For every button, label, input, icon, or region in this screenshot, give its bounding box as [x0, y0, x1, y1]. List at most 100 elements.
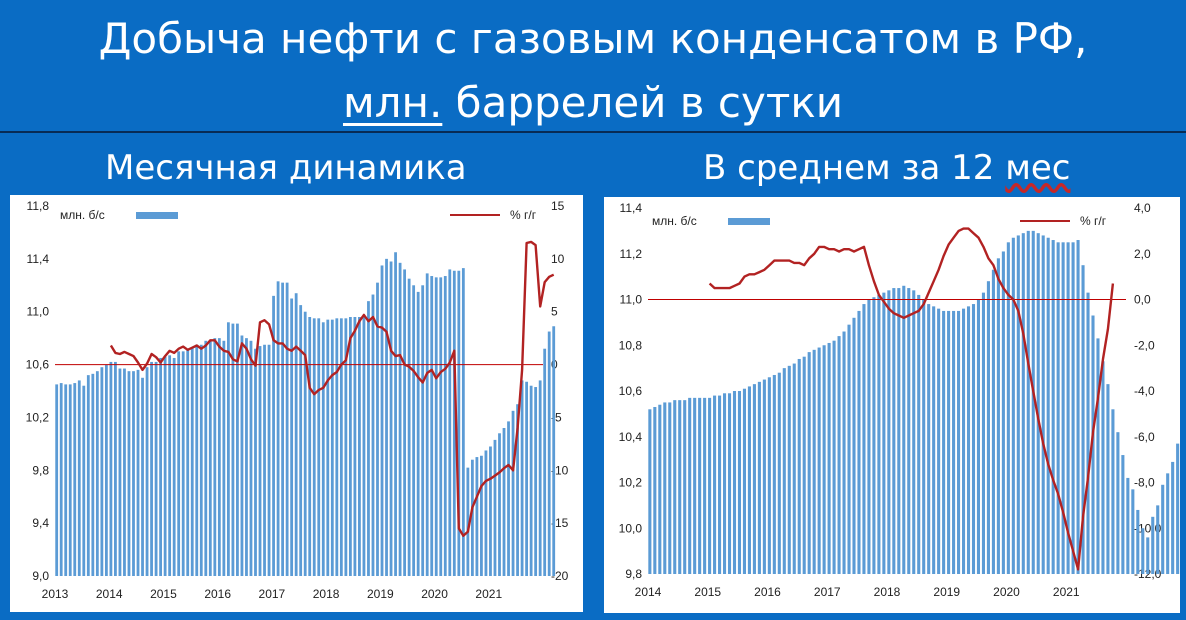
avg12m-bar [867, 299, 871, 574]
avg12m-bar [892, 288, 896, 574]
monthly-x-tick-label: 2015 [150, 587, 177, 601]
avg12m-bar [1111, 409, 1115, 574]
monthly-bar [385, 258, 388, 576]
monthly-bar [547, 331, 551, 576]
avg12m-bar [807, 352, 811, 574]
chart-panel-monthly: 9,0 9,4 9,8 10,2 10,6 11,0 11,4 11,8 -20 -15 -10 -5… [10, 195, 583, 612]
avg12m-bar [1081, 265, 1085, 574]
avg12m-bar [1101, 361, 1105, 574]
monthly-bar [371, 294, 375, 576]
monthly-bar [358, 317, 361, 576]
avg12m-bar [658, 404, 662, 574]
monthly-bar [109, 361, 113, 576]
monthly-bar [403, 269, 407, 576]
monthly-bar [312, 318, 316, 576]
avg12m-bar [986, 281, 990, 574]
avg12m-bar [971, 304, 976, 574]
monthly-bar [258, 346, 262, 576]
avg12m-y-tick-label: 10,4 [619, 430, 643, 444]
monthly-bar [348, 317, 352, 576]
avg12m-bar [1031, 230, 1035, 574]
monthly-bar [145, 367, 149, 576]
avg12m-bar [653, 407, 657, 574]
avg12m-bar [693, 397, 697, 574]
avg12m-bar [1131, 489, 1135, 574]
avg12m-x-tick-label: 2018 [874, 585, 901, 599]
avg12m-bar [688, 397, 692, 574]
avg12m-bar [1071, 242, 1075, 574]
avg12m-bar [927, 304, 931, 574]
avg12m-bar [1136, 509, 1140, 574]
avg12m-y2-tick-label: -6,0 [1134, 430, 1155, 444]
monthly-bar [529, 385, 533, 576]
monthly-bar [498, 433, 501, 576]
monthly-bar [394, 252, 397, 576]
avg12m-y-tick-label: 11,0 [620, 293, 643, 307]
monthly-bar [190, 347, 194, 576]
monthly-y2-tick-label: 5 [551, 305, 558, 319]
monthly-bar [439, 277, 443, 576]
avg12m-x-tick-label: 2015 [694, 585, 721, 599]
monthly-bar [172, 357, 176, 576]
monthly-bar [294, 293, 298, 576]
monthly-bar [484, 450, 488, 576]
avg12m-bar [862, 304, 866, 574]
monthly-x-tick-label: 2018 [313, 587, 340, 601]
monthly-x-tick-label: 2020 [421, 587, 448, 601]
avg12m-bar [847, 324, 851, 574]
monthly-yoy-line [109, 240, 555, 537]
monthly-bar [421, 285, 425, 576]
monthly-bar [552, 326, 556, 576]
monthly-bar [412, 285, 416, 576]
monthly-bar [466, 467, 470, 576]
monthly-bar [204, 340, 208, 576]
monthly-bar [511, 410, 515, 576]
avg12m-bar [792, 363, 796, 574]
avg12m-x-tick-label: 2017 [814, 585, 841, 599]
monthly-bar [376, 282, 379, 576]
monthly-x-tick-label: 2016 [204, 587, 231, 601]
avg12m-x-tick-label: 2020 [993, 585, 1020, 599]
avg12m-bar [1051, 240, 1055, 574]
avg12m-bar [718, 395, 722, 574]
avg12m-bar [1116, 432, 1120, 574]
monthly-y2-tick-label: -10 [551, 463, 569, 477]
monthly-bar [367, 301, 370, 576]
monthly-bar [448, 269, 452, 576]
monthly-x-tick-label: 2013 [42, 587, 69, 601]
avg12m-bar [957, 310, 961, 574]
avg12m-bar [822, 345, 826, 574]
avg12m-x-tick-label: 2021 [1053, 585, 1080, 599]
average-12m-chart: 9,810,010,210,410,610,811,011,211,4-12,0… [619, 201, 1185, 599]
monthly-y2-tick-label: 15 [551, 199, 565, 213]
monthly-bar [195, 344, 199, 576]
monthly-bar [154, 361, 158, 576]
monthly-bar [236, 323, 239, 576]
monthly-bar [330, 319, 334, 576]
avg12m-bar [782, 368, 786, 574]
avg12m-bar [762, 379, 766, 574]
avg12m-bar [698, 397, 702, 574]
avg12m-y2-tick-label: 2,0 [1134, 247, 1151, 261]
monthly-bar [55, 384, 59, 576]
avg12m-bar [1021, 233, 1025, 574]
monthly-bar [475, 457, 479, 576]
avg12m-bar [877, 294, 881, 574]
avg12m-bar [772, 374, 776, 574]
monthly-y-tick-label: 9,8 [32, 463, 49, 477]
avg12m-y-tick-label: 9,8 [625, 567, 642, 581]
avg12m-bar [1141, 528, 1145, 574]
avg12m-bar [812, 349, 816, 574]
avg12m-bar [668, 402, 672, 574]
monthly-bar [416, 291, 420, 576]
avg12m-bar [981, 292, 985, 574]
avg12m-y-tick-label: 10,2 [619, 476, 643, 490]
monthly-legend-bars-label: млн. б/с [60, 208, 105, 222]
avg12m-bar [752, 384, 756, 574]
monthly-bar [181, 351, 185, 576]
avg12m-bar [1171, 461, 1175, 574]
monthly-bar [303, 311, 307, 576]
monthly-y2-tick-label: -20 [551, 569, 569, 583]
avg12m-bar [683, 400, 687, 574]
avg12m-bar [817, 347, 821, 574]
